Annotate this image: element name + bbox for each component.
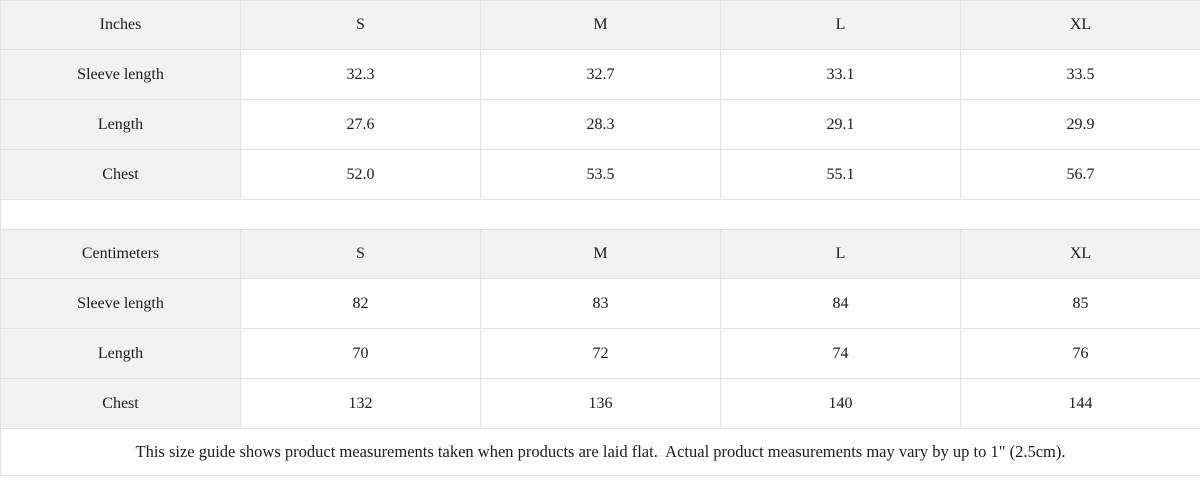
measurement-cell: 83 [480,278,721,329]
measurement-cell: 132 [240,378,481,429]
size-header-m: M [480,0,721,50]
size-header-l: L [720,229,961,279]
measurement-cell: 72 [480,328,721,379]
measurement-cell: 33.1 [720,49,961,100]
measurement-cell: 29.9 [960,99,1200,150]
measurement-cell: 74 [720,328,961,379]
measurement-cell: 84 [720,278,961,329]
footnote-row: This size guide shows product measuremen… [0,428,1200,476]
inches-chest-row: Chest 52.0 53.5 55.1 56.7 [0,149,1200,200]
row-label-sleeve-length: Sleeve length [0,278,241,329]
measurement-cell: 136 [480,378,721,429]
inches-sleeve-length-row: Sleeve length 32.3 32.7 33.1 33.5 [0,49,1200,100]
inches-header-row: Inches S M L XL [0,0,1200,50]
centimeters-chest-row: Chest 132 136 140 144 [0,378,1200,429]
size-header-xl: XL [960,229,1200,279]
row-label-chest: Chest [0,378,241,429]
centimeters-sleeve-length-row: Sleeve length 82 83 84 85 [0,278,1200,329]
unit-header-centimeters: Centimeters [0,229,241,279]
inches-length-row: Length 27.6 28.3 29.1 29.9 [0,99,1200,150]
measurement-cell: 55.1 [720,149,961,200]
measurement-cell: 32.3 [240,49,481,100]
measurement-cell: 70 [240,328,481,379]
centimeters-header-row: Centimeters S M L XL [0,229,1200,279]
measurement-cell: 28.3 [480,99,721,150]
measurement-cell: 29.1 [720,99,961,150]
measurement-cell: 76 [960,328,1200,379]
measurement-cell: 32.7 [480,49,721,100]
unit-header-inches: Inches [0,0,241,50]
centimeters-length-row: Length 70 72 74 76 [0,328,1200,379]
size-header-s: S [240,229,481,279]
measurement-cell: 53.5 [480,149,721,200]
measurement-cell: 140 [720,378,961,429]
row-label-length: Length [0,328,241,379]
measurement-cell: 33.5 [960,49,1200,100]
size-header-xl: XL [960,0,1200,50]
size-header-m: M [480,229,721,279]
measurement-cell: 82 [240,278,481,329]
row-label-chest: Chest [0,149,241,200]
spacer-cell [0,199,1200,230]
measurement-cell: 52.0 [240,149,481,200]
measurement-cell: 56.7 [960,149,1200,200]
size-header-s: S [240,0,481,50]
row-label-sleeve-length: Sleeve length [0,49,241,100]
measurement-cell: 27.6 [240,99,481,150]
measurement-cell: 85 [960,278,1200,329]
row-label-length: Length [0,99,241,150]
size-guide-footnote: This size guide shows product measuremen… [0,428,1200,476]
measurement-cell: 144 [960,378,1200,429]
table-section-spacer [0,199,1200,230]
size-header-l: L [720,0,961,50]
